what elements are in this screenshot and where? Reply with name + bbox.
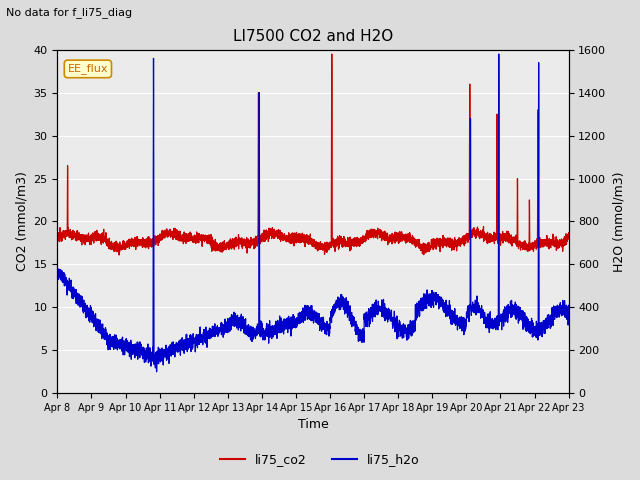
Legend: li75_co2, li75_h2o: li75_co2, li75_h2o bbox=[215, 448, 425, 471]
Title: LI7500 CO2 and H2O: LI7500 CO2 and H2O bbox=[233, 29, 393, 44]
Text: EE_flux: EE_flux bbox=[68, 63, 108, 74]
Y-axis label: CO2 (mmol/m3): CO2 (mmol/m3) bbox=[15, 171, 28, 271]
X-axis label: Time: Time bbox=[298, 419, 328, 432]
Text: No data for f_li75_diag: No data for f_li75_diag bbox=[6, 7, 132, 18]
Y-axis label: H2O (mmol/m3): H2O (mmol/m3) bbox=[612, 171, 625, 272]
